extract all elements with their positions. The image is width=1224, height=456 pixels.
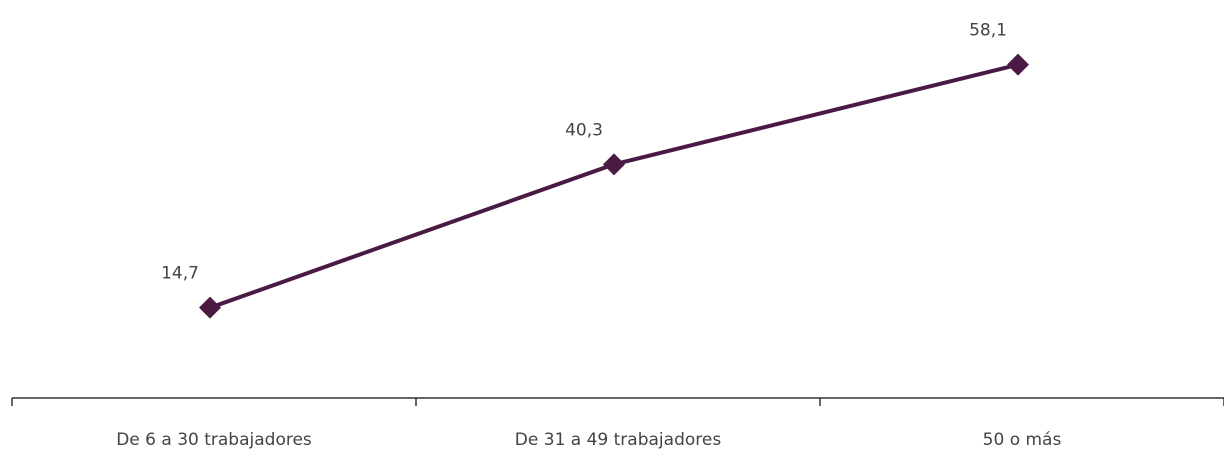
x-tick-label: De 6 a 30 trabajadores [116, 430, 312, 450]
data-label: 14,7 [161, 264, 199, 284]
data-label: 40,3 [565, 120, 603, 140]
x-tick-label: De 31 a 49 trabajadores [515, 430, 722, 450]
x-tick-label: 50 o más [983, 430, 1062, 450]
marker [199, 296, 221, 319]
line [209, 62, 1019, 310]
data-label: 58,1 [969, 21, 1007, 41]
marker [603, 153, 625, 176]
marker [1007, 53, 1029, 76]
